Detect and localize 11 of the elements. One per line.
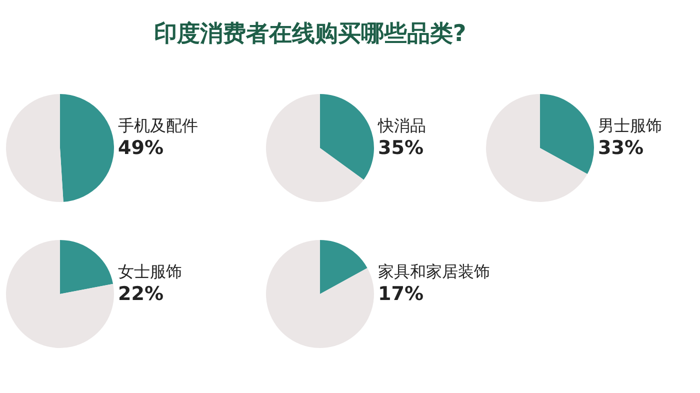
slice-label: 家具和家居装饰 (378, 262, 490, 283)
data-label: 33% (598, 137, 644, 159)
data-label: 17% (378, 283, 424, 305)
slice-label: 男士服饰 (598, 116, 662, 137)
data-label: 22% (118, 283, 164, 305)
text: 印度消费者在线购买哪些品类? (152, 20, 468, 49)
slice-label: 快消品 (378, 116, 426, 137)
slice-label: 女士服饰 (118, 262, 182, 283)
data-label: 35% (378, 137, 424, 159)
data-label: 49% (118, 137, 164, 159)
slice-label: 手机及配件 (118, 116, 198, 137)
